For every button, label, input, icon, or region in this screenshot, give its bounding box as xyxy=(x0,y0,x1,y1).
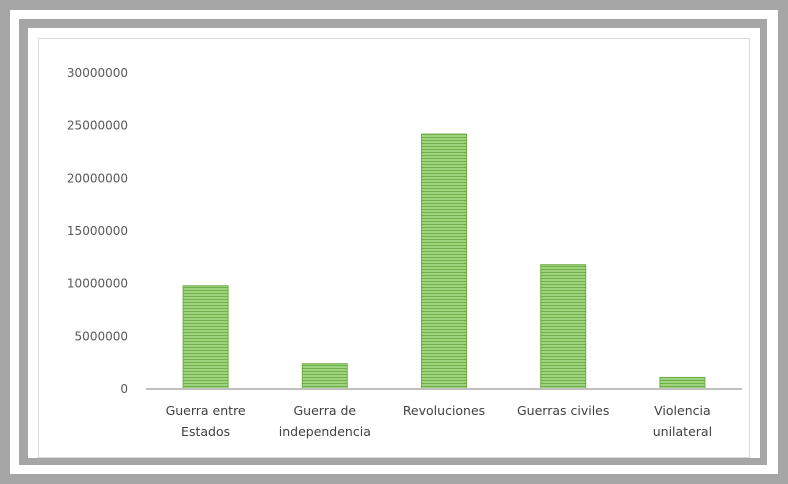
bar xyxy=(660,377,705,389)
x-tick-label-line: Revoluciones xyxy=(403,403,485,418)
x-tick-label-line: Guerra entre xyxy=(166,403,246,418)
x-tick-label: Guerras civiles xyxy=(517,403,609,418)
y-tick-label: 0 xyxy=(120,382,128,396)
y-tick-label: 25000000 xyxy=(67,119,128,133)
y-tick-label: 15000000 xyxy=(67,224,128,238)
y-tick-label: 30000000 xyxy=(67,66,128,80)
bar xyxy=(302,364,347,389)
x-tick-label: Revoluciones xyxy=(403,403,485,418)
x-tick-label-line: Estados xyxy=(181,424,230,439)
y-tick-label: 20000000 xyxy=(67,171,128,185)
x-tick-label-line: independencia xyxy=(279,424,371,439)
x-axis-labels: Guerra entre Estados Guerra de independenci… xyxy=(166,403,712,439)
y-axis-ticks: 30000000 25000000 20000000 15000000 10000000… xyxy=(67,66,128,396)
x-tick-label-line: Guerras civiles xyxy=(517,403,609,418)
x-tick-label-line: Violencia xyxy=(654,403,711,418)
bar xyxy=(422,134,467,389)
bars xyxy=(183,134,705,389)
x-tick-label-line: unilateral xyxy=(653,424,712,439)
x-tick-label: Guerra de independencia xyxy=(279,403,371,439)
y-tick-label: 10000000 xyxy=(67,277,128,291)
bar xyxy=(541,265,586,389)
x-tick-label: Guerra entre Estados xyxy=(166,403,246,439)
bar xyxy=(183,286,228,389)
x-tick-label-line: Guerra de xyxy=(293,403,356,418)
y-tick-label: 5000000 xyxy=(75,329,128,343)
x-tick-label: Violencia unilateral xyxy=(653,403,712,439)
